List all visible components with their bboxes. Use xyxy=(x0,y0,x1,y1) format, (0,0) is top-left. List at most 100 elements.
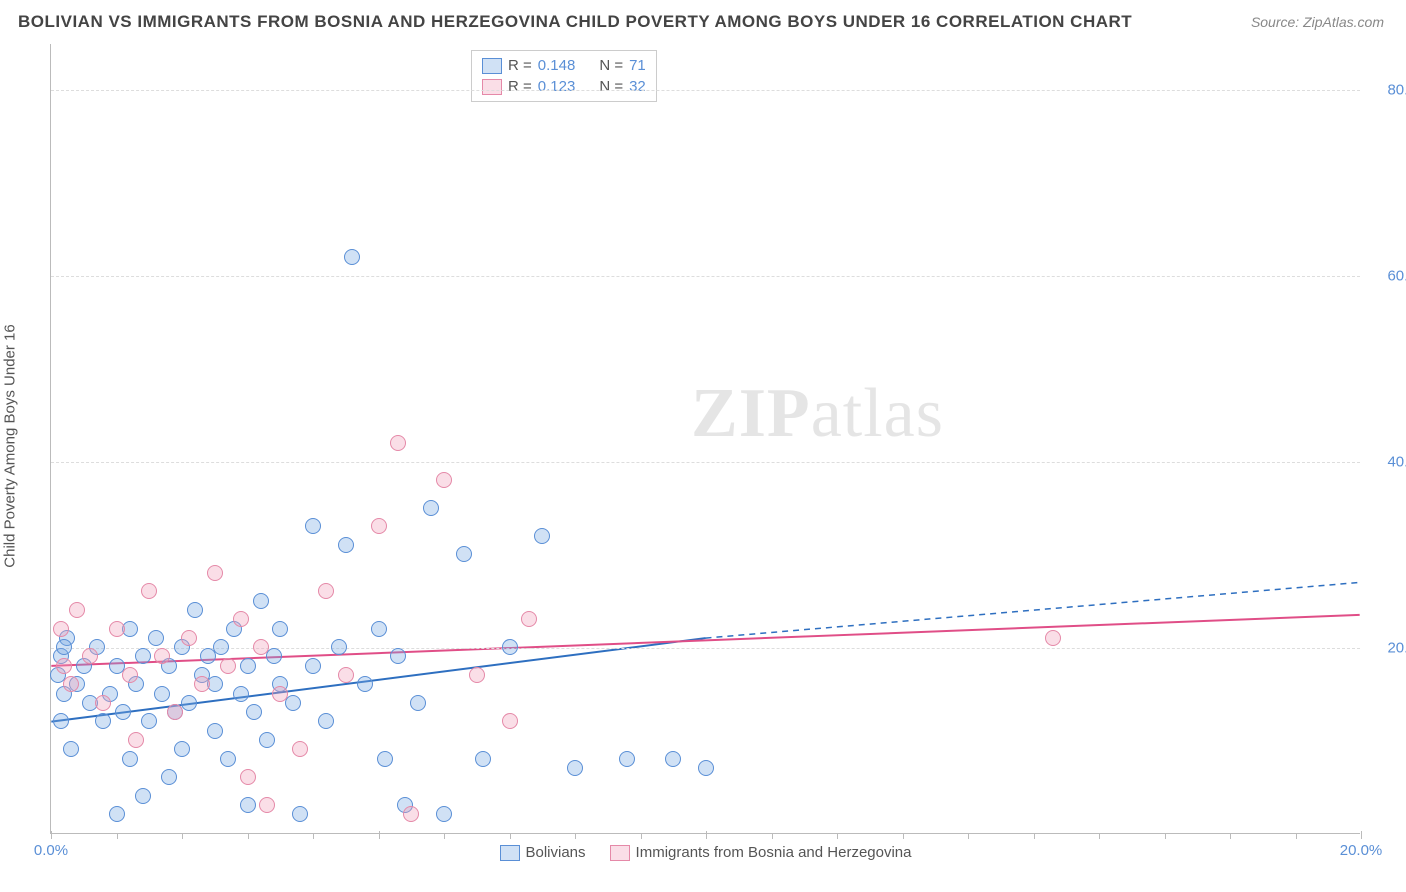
data-point xyxy=(403,806,419,822)
data-point xyxy=(357,676,373,692)
data-point xyxy=(194,676,210,692)
data-point xyxy=(371,518,387,534)
data-point xyxy=(698,760,714,776)
x-minor-tick xyxy=(1034,833,1035,839)
data-point xyxy=(56,658,72,674)
r-label: R = xyxy=(508,57,532,74)
data-point xyxy=(272,686,288,702)
data-point xyxy=(292,741,308,757)
chart-area: ZIPatlas R = 0.148 N = 71 R = 0.123 N = … xyxy=(50,44,1360,834)
legend-swatch xyxy=(482,79,502,95)
data-point xyxy=(167,704,183,720)
data-point xyxy=(246,704,262,720)
x-minor-tick xyxy=(1099,833,1100,839)
data-point xyxy=(253,593,269,609)
legend-label: Bolivians xyxy=(526,844,586,861)
data-point xyxy=(338,667,354,683)
x-minor-tick xyxy=(837,833,838,839)
n-label: N = xyxy=(599,78,623,95)
data-point xyxy=(233,686,249,702)
x-minor-tick xyxy=(1296,833,1297,839)
legend-row: R = 0.148 N = 71 xyxy=(482,55,646,76)
data-point xyxy=(619,751,635,767)
data-point xyxy=(213,639,229,655)
y-axis-label: Child Poverty Among Boys Under 16 xyxy=(2,324,19,567)
data-point xyxy=(423,500,439,516)
data-point xyxy=(128,732,144,748)
legend-series: Bolivians Immigrants from Bosnia and Her… xyxy=(500,844,912,861)
data-point xyxy=(148,630,164,646)
data-point xyxy=(135,788,151,804)
data-point xyxy=(240,658,256,674)
data-point xyxy=(371,621,387,637)
x-tick xyxy=(379,831,380,839)
legend-item: Immigrants from Bosnia and Herzegovina xyxy=(610,844,912,861)
data-point xyxy=(272,621,288,637)
data-point xyxy=(122,751,138,767)
data-point xyxy=(174,741,190,757)
data-point xyxy=(233,611,249,627)
r-label: R = xyxy=(508,78,532,95)
legend-row: R = 0.123 N = 32 xyxy=(482,76,646,97)
legend-item: Bolivians xyxy=(500,844,586,861)
x-minor-tick xyxy=(903,833,904,839)
gridline xyxy=(51,276,1360,277)
x-tick xyxy=(706,831,707,839)
y-tick-label: 20.0% xyxy=(1370,640,1406,657)
chart-title: BOLIVIAN VS IMMIGRANTS FROM BOSNIA AND H… xyxy=(18,12,1132,32)
data-point xyxy=(534,528,550,544)
data-point xyxy=(95,713,111,729)
source-label: Source: ZipAtlas.com xyxy=(1251,14,1384,30)
data-point xyxy=(220,658,236,674)
n-value: 71 xyxy=(629,57,646,74)
data-point xyxy=(475,751,491,767)
x-minor-tick xyxy=(772,833,773,839)
data-point xyxy=(502,713,518,729)
data-point xyxy=(377,751,393,767)
data-point xyxy=(521,611,537,627)
data-point xyxy=(207,565,223,581)
data-point xyxy=(390,435,406,451)
gridline xyxy=(51,648,1360,649)
x-minor-tick xyxy=(248,833,249,839)
data-point xyxy=(161,769,177,785)
legend-swatch xyxy=(482,58,502,74)
n-label: N = xyxy=(599,57,623,74)
data-point xyxy=(63,676,79,692)
data-point xyxy=(292,806,308,822)
x-minor-tick xyxy=(575,833,576,839)
data-point xyxy=(95,695,111,711)
data-point xyxy=(285,695,301,711)
data-point xyxy=(253,639,269,655)
gridline xyxy=(51,462,1360,463)
data-point xyxy=(53,713,69,729)
legend-correlation: R = 0.148 N = 71 R = 0.123 N = 32 xyxy=(471,50,657,102)
data-point xyxy=(436,806,452,822)
data-point xyxy=(567,760,583,776)
data-point xyxy=(259,732,275,748)
legend-swatch xyxy=(610,845,630,861)
data-point xyxy=(154,648,170,664)
data-point xyxy=(115,704,131,720)
y-tick-label: 80.0% xyxy=(1370,82,1406,99)
data-point xyxy=(259,797,275,813)
x-minor-tick xyxy=(641,833,642,839)
data-point xyxy=(305,658,321,674)
data-point xyxy=(109,621,125,637)
data-point xyxy=(331,639,347,655)
data-point xyxy=(266,648,282,664)
x-tick xyxy=(51,831,52,839)
data-point xyxy=(240,769,256,785)
data-point xyxy=(1045,630,1061,646)
legend-label: Immigrants from Bosnia and Herzegovina xyxy=(636,844,912,861)
x-minor-tick xyxy=(313,833,314,839)
data-point xyxy=(665,751,681,767)
data-point xyxy=(318,713,334,729)
y-tick-label: 40.0% xyxy=(1370,454,1406,471)
x-minor-tick xyxy=(444,833,445,839)
data-point xyxy=(240,797,256,813)
data-point xyxy=(390,648,406,664)
data-point xyxy=(410,695,426,711)
x-minor-tick xyxy=(117,833,118,839)
x-minor-tick xyxy=(510,833,511,839)
